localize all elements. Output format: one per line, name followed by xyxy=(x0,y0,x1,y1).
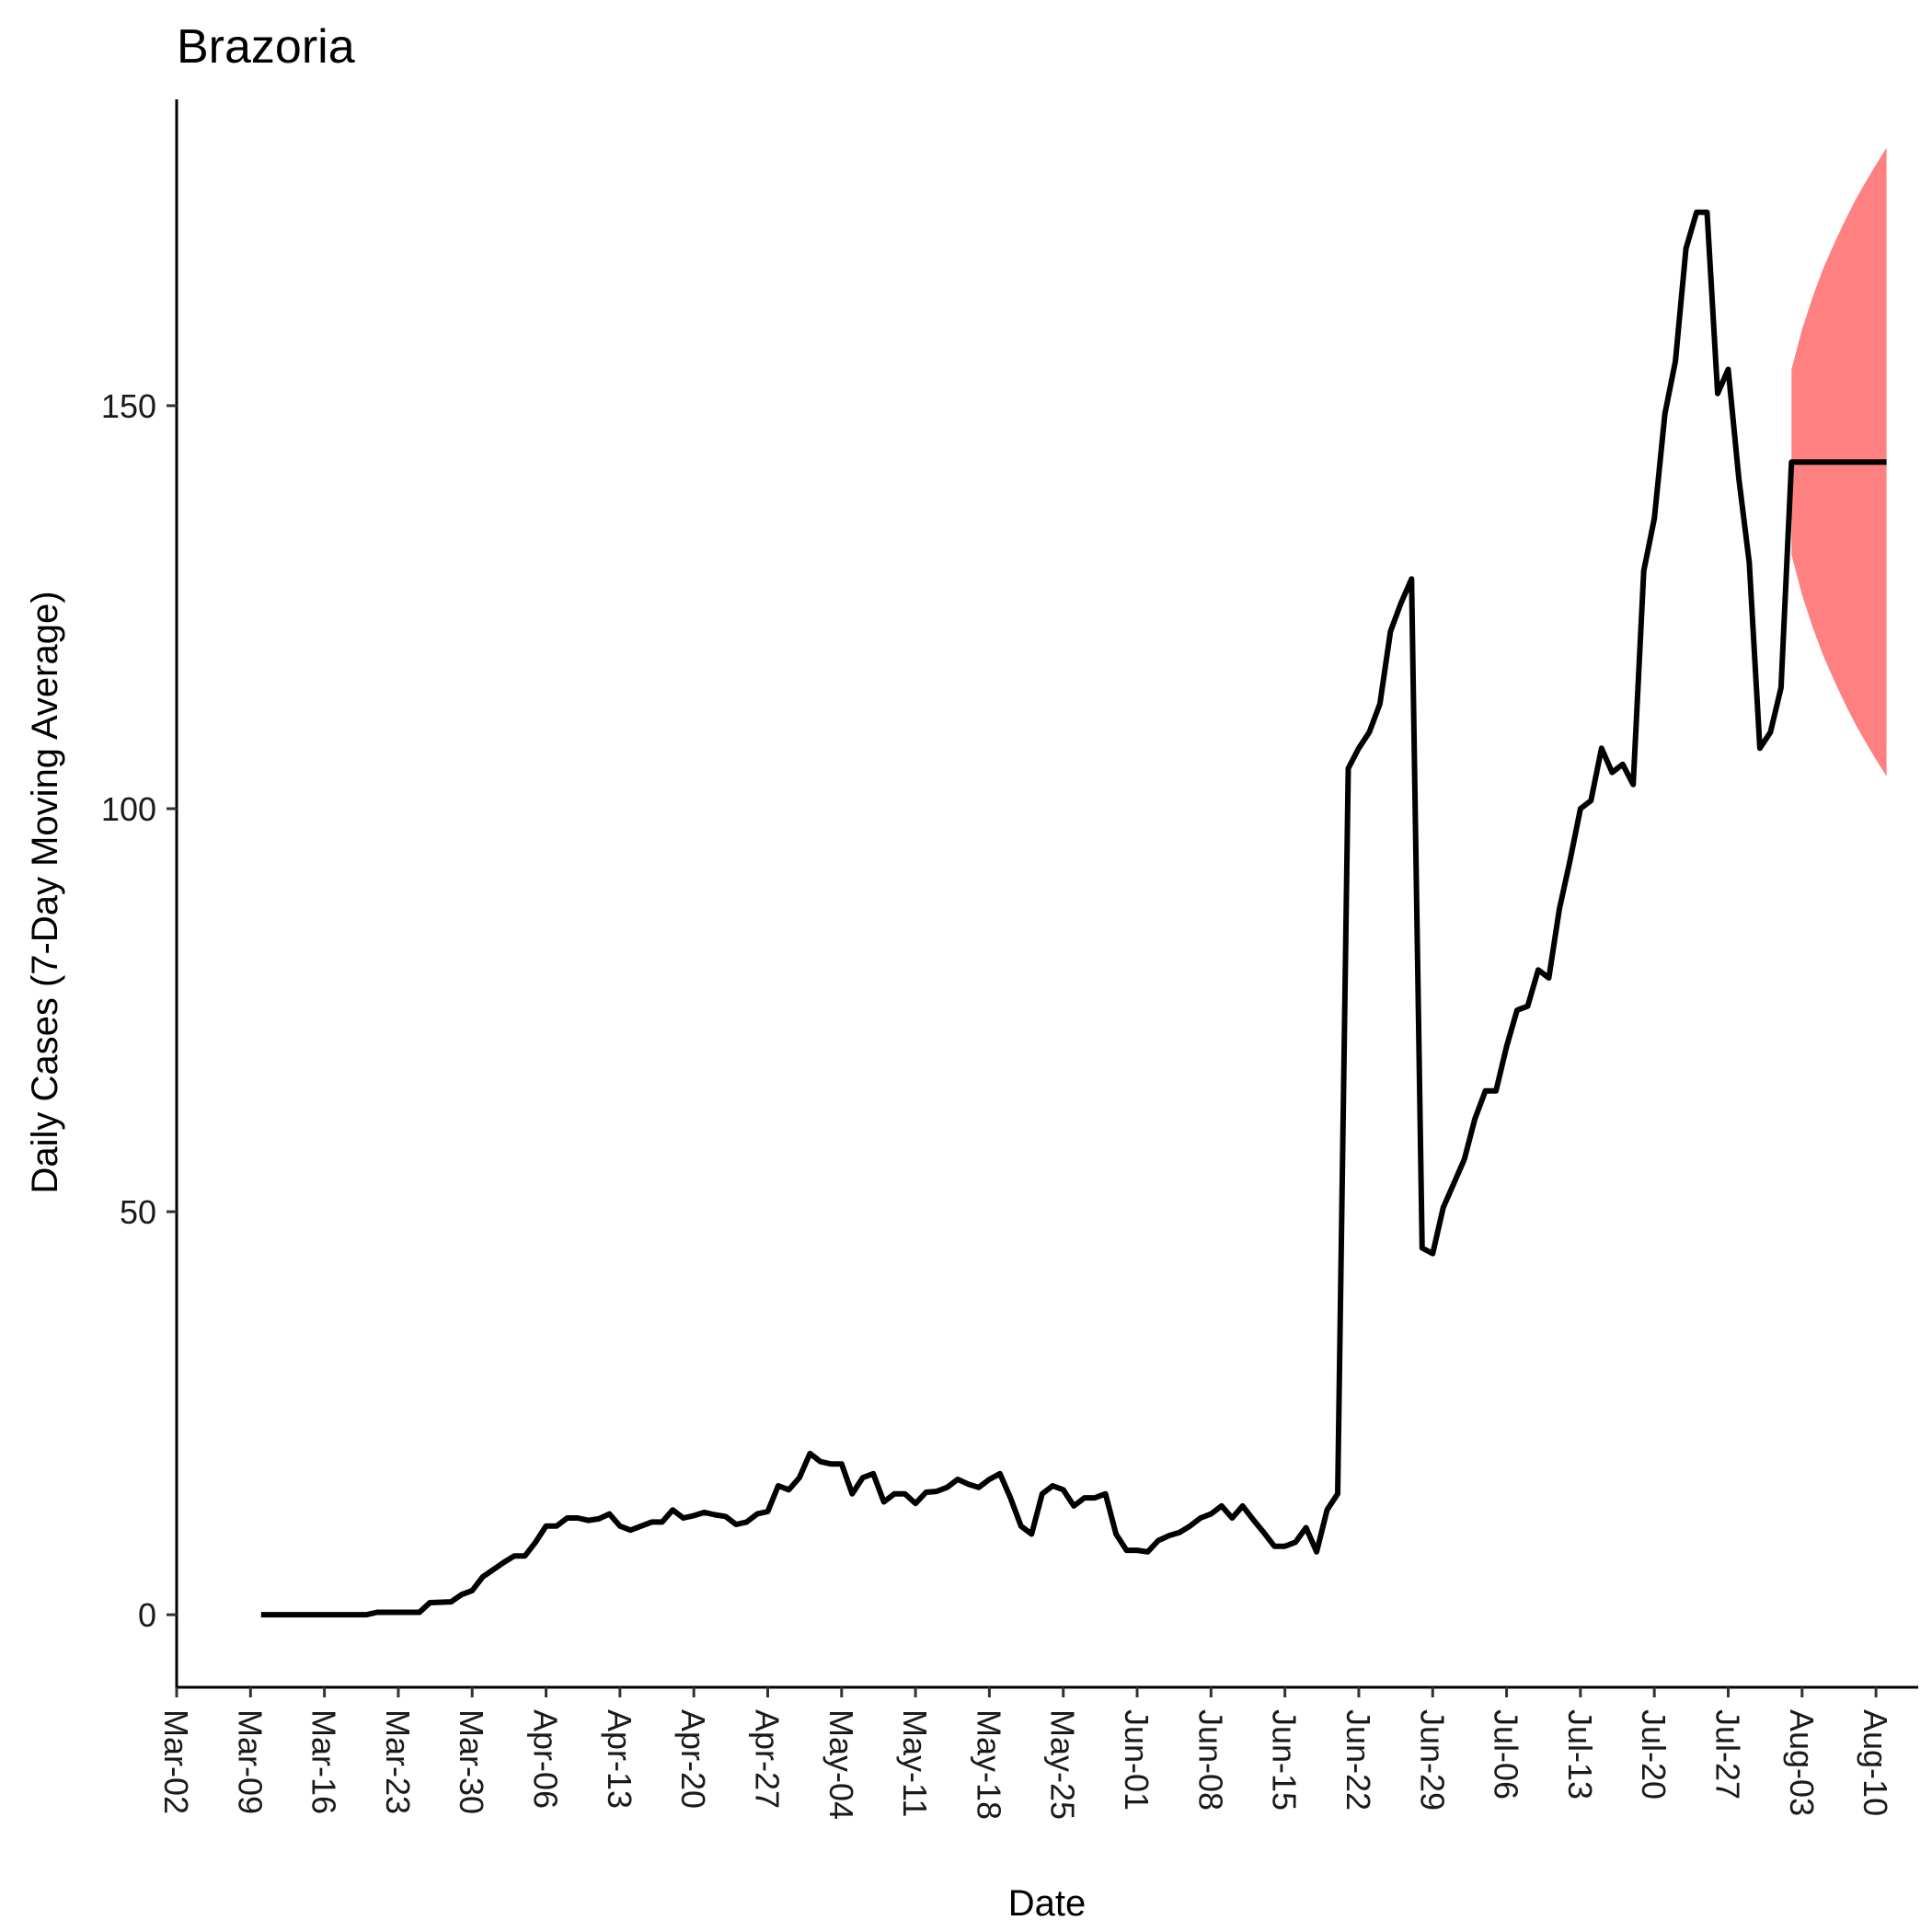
x-tick-label: May-25 xyxy=(1044,1709,1082,1820)
x-tick-label: Jul-13 xyxy=(1561,1709,1599,1800)
chart-title: Brazoria xyxy=(177,20,355,74)
x-tick-label: Mar-30 xyxy=(453,1709,490,1814)
x-tick-label: Mar-16 xyxy=(305,1709,343,1814)
y-tick-label: 150 xyxy=(101,387,156,425)
x-tick-label: Mar-02 xyxy=(157,1709,195,1814)
x-tick-label: Mar-09 xyxy=(231,1709,269,1814)
x-tick-label: Apr-20 xyxy=(674,1709,712,1809)
x-tick-label: Aug-03 xyxy=(1783,1709,1821,1816)
x-tick-label: Jun-22 xyxy=(1340,1709,1377,1811)
x-tick-label: Jun-15 xyxy=(1266,1709,1304,1811)
x-axis-ticks: Mar-02 Mar-09 Mar-16 Mar-23 Mar-30 Apr-06 Apr-… xyxy=(157,1687,1894,1820)
x-tick-label: May-04 xyxy=(822,1709,860,1820)
x-tick-label: Jun-29 xyxy=(1413,1709,1451,1811)
x-tick-label: Jul-06 xyxy=(1488,1709,1525,1800)
x-tick-label: Mar-23 xyxy=(379,1709,417,1814)
x-tick-label: Apr-13 xyxy=(601,1709,638,1809)
x-tick-label: Jul-27 xyxy=(1709,1709,1747,1800)
y-tick-label: 100 xyxy=(101,790,156,828)
x-tick-label: Jun-01 xyxy=(1118,1709,1156,1811)
x-tick-label: Apr-27 xyxy=(749,1709,787,1809)
series-line-0 xyxy=(260,209,1887,1618)
axes xyxy=(175,99,1918,1689)
x-tick-label: Jun-08 xyxy=(1191,1709,1229,1811)
x-tick-label: Aug-10 xyxy=(1857,1709,1894,1816)
x-axis-title: Date xyxy=(1008,1883,1087,1924)
x-tick-label: Apr-06 xyxy=(527,1709,565,1809)
x-tick-label: Jul-20 xyxy=(1635,1709,1673,1800)
y-tick-label: 50 xyxy=(120,1193,156,1231)
x-tick-label: May-11 xyxy=(896,1709,934,1817)
x-tick-label: May-18 xyxy=(970,1709,1007,1820)
y-axis-title: Daily Cases (7-Day Moving Average) xyxy=(25,591,65,1193)
series-line-layer xyxy=(260,209,1887,1618)
y-axis-ticks: 0 50 100 150 xyxy=(101,387,177,1634)
y-tick-label: 0 xyxy=(138,1596,156,1634)
